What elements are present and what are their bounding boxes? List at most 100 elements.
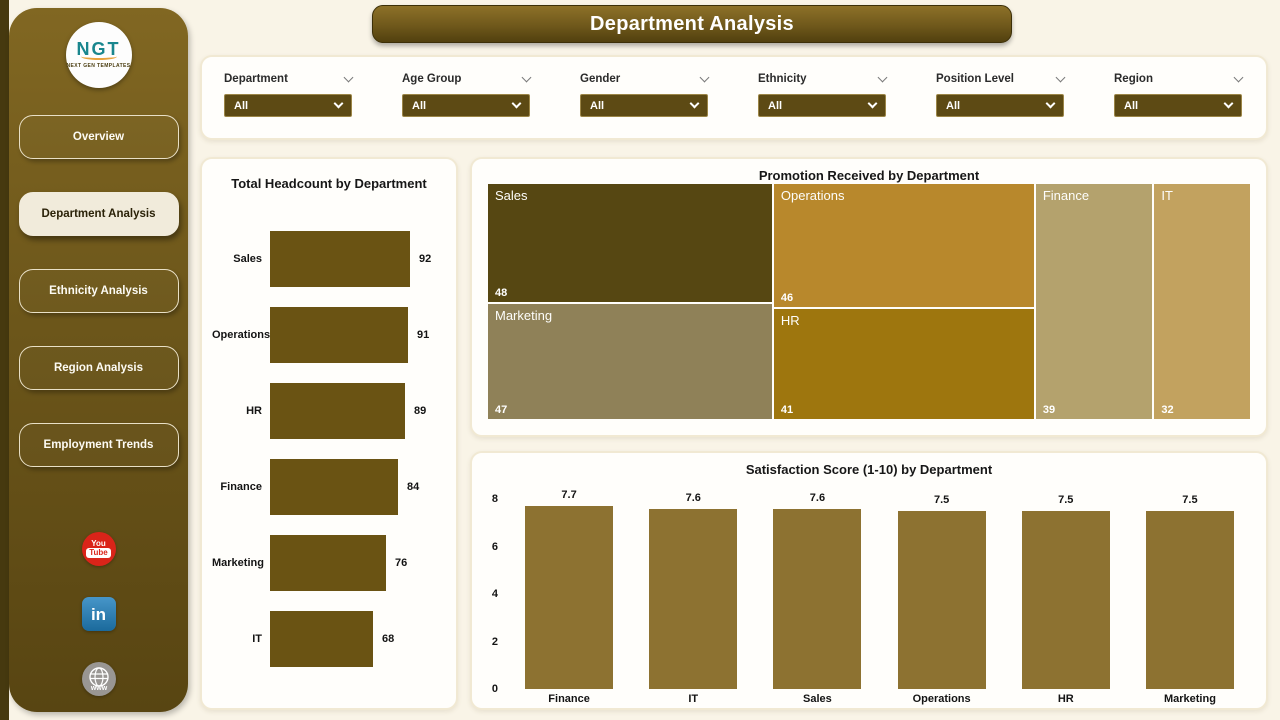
headcount-chart-title: Total Headcount by Department [231,176,427,191]
slicer-header: Position Level [936,71,1066,87]
headcount-bar-marketing[interactable] [270,535,386,591]
satisfaction-value-label: 7.5 [1182,493,1198,506]
treemap-tile-label: IT [1161,188,1173,203]
satisfaction-bar-it[interactable]: 7.6 [649,492,738,689]
slicer-dropdown[interactable]: All [1114,94,1242,117]
sidebar-item-ethnicity-analysis[interactable]: Ethnicity Analysis [18,269,179,313]
linkedin-icon[interactable]: in [81,597,116,631]
treemap-tile-sales[interactable]: Sales 48 [488,184,772,302]
slicer-label: Department [224,73,288,85]
chevron-down-icon [1223,98,1234,109]
slicer-label: Region [1114,73,1153,85]
treemap-tile-value: 39 [1042,404,1056,416]
satisfaction-bar-operations[interactable]: 7.5 [897,494,986,689]
website-globe-icon[interactable]: www [81,662,116,696]
treemap-tile-label: Operations [780,188,845,203]
slicer-dropdown[interactable]: All [936,94,1064,117]
headcount-category-label: Finance [220,481,262,493]
headcount-row: HR 89 [212,383,446,439]
slicer-label: Position Level [936,73,1014,85]
page-title-banner: Department Analysis [372,5,1012,43]
satisfaction-bar-hr[interactable]: 7.5 [1021,494,1110,689]
headcount-row: IT 68 [212,611,446,667]
filter-bar: Department All Age Group All Gender All Ethnic… [200,55,1268,140]
slicer-position-level: Position Level All [936,71,1066,138]
treemap-tile-value: 46 [780,292,794,305]
headcount-bar-sales[interactable] [270,231,410,287]
slicer-value: All [412,99,427,112]
y-tick-label: 0 [491,683,498,695]
treemap-tile-label: Marketing [495,307,553,323]
sidebar-item-employment-trends[interactable]: Employment Trends [18,423,179,467]
youtube-icon[interactable]: You Tube [81,532,116,566]
satisfaction-plot: 7.7 7.6 7.6 7.5 7.5 7.5 [507,489,1252,689]
satisfaction-category-label: Sales [803,693,832,705]
logo-subtext: NEXT GEN TEMPLATES [66,63,131,69]
treemap-tile-hr[interactable]: HR 41 [773,309,1034,419]
slicer-header: Department [224,71,354,87]
headcount-rows: Sales 92 Operations 91 HR 89 Finance 84 Marketin… [212,231,446,667]
chevron-down-icon[interactable] [1055,72,1066,82]
slicer-dropdown[interactable]: All [758,94,886,117]
page-title: Department Analysis [590,12,794,35]
treemap-tile-it[interactable]: IT 32 [1154,184,1250,419]
treemap-column: IT 32 [1154,184,1250,419]
satisfaction-bar-finance[interactable]: 7.7 [525,489,614,689]
treemap-tile-marketing[interactable]: Marketing 47 [488,303,772,419]
treemap-tile-finance[interactable]: Finance 39 [1035,184,1153,419]
satisfaction-slot: 7.5 [1004,494,1128,689]
slicer-dropdown[interactable]: All [224,94,352,117]
satisfaction-bar-marketing[interactable]: 7.5 [1145,494,1234,689]
sidebar-item-overview[interactable]: Overview [18,115,179,159]
headcount-bar-hr[interactable] [270,383,405,439]
headcount-category-label: Marketing [212,557,264,569]
satisfaction-value-label: 7.7 [561,489,577,502]
treemap-tile-label: Sales [495,188,528,203]
logo-swoosh-icon [80,53,117,60]
slicer-dropdown[interactable]: All [402,94,530,117]
sidebar-socials: You Tube in www [81,532,116,696]
treemap-tile-label: Finance [1042,188,1090,203]
headcount-bar-operations[interactable] [270,307,408,363]
headcount-row: Finance 84 [212,459,446,515]
satisfaction-chart-title: Satisfaction Score (1-10) by Department [745,462,993,477]
slicer-age-group: Age Group All [402,71,532,138]
slicer-label: Age Group [402,73,462,85]
satisfaction-category-label: IT [688,693,699,705]
headcount-value-label: 84 [407,481,420,493]
ngt-logo: NGT NEXT GEN TEMPLATES [65,22,132,88]
chevron-down-icon [333,98,344,109]
chevron-down-icon[interactable] [521,72,532,82]
headcount-chart-card: Total Headcount by Department Sales 92 Ope… [200,157,458,710]
sidebar-item-region-analysis[interactable]: Region Analysis [18,346,179,390]
youtube-text-bottom: Tube [86,548,111,558]
y-tick-label: 4 [491,588,498,600]
satisfaction-chart-card: Satisfaction Score (1-10) by Department … [470,451,1268,710]
sidebar-item-department-analysis[interactable]: Department Analysis [18,192,179,236]
satisfaction-value-label: 7.5 [1058,493,1074,506]
satisfaction-bars: 7.7 7.6 7.6 7.5 7.5 7.5 [507,489,1252,689]
headcount-bar-it[interactable] [270,611,373,667]
headcount-bar-finance[interactable] [270,459,398,515]
treemap-card: Promotion Received by Department Sales 48… [470,157,1268,437]
headcount-category-label: Operations [212,329,271,341]
satisfaction-bar-sales[interactable]: 7.6 [773,492,862,689]
treemap-column: Operations 46 HR 41 [773,184,1034,419]
y-tick-label: 2 [491,635,498,648]
treemap-tile-label: HR [780,313,800,329]
treemap-tile-value: 32 [1161,404,1174,416]
headcount-category-label: HR [246,405,262,417]
chevron-down-icon[interactable] [699,72,710,82]
chevron-down-icon[interactable] [1233,72,1244,82]
treemap-tile-operations[interactable]: Operations 46 [773,184,1034,308]
headcount-row: Marketing 76 [212,535,446,591]
slicer-department: Department All [224,71,354,138]
chevron-down-icon[interactable] [343,72,354,82]
headcount-value-label: 92 [419,253,432,265]
headcount-value-label: 76 [395,557,408,569]
satisfaction-category-label: Finance [548,693,590,705]
treemap-area: Sales 48 Marketing 47 Operations 46 HR 41 Financ… [488,184,1250,419]
slicer-dropdown[interactable]: All [580,94,708,117]
treemap-column: Sales 48 Marketing 47 [488,184,772,419]
chevron-down-icon[interactable] [877,72,888,82]
